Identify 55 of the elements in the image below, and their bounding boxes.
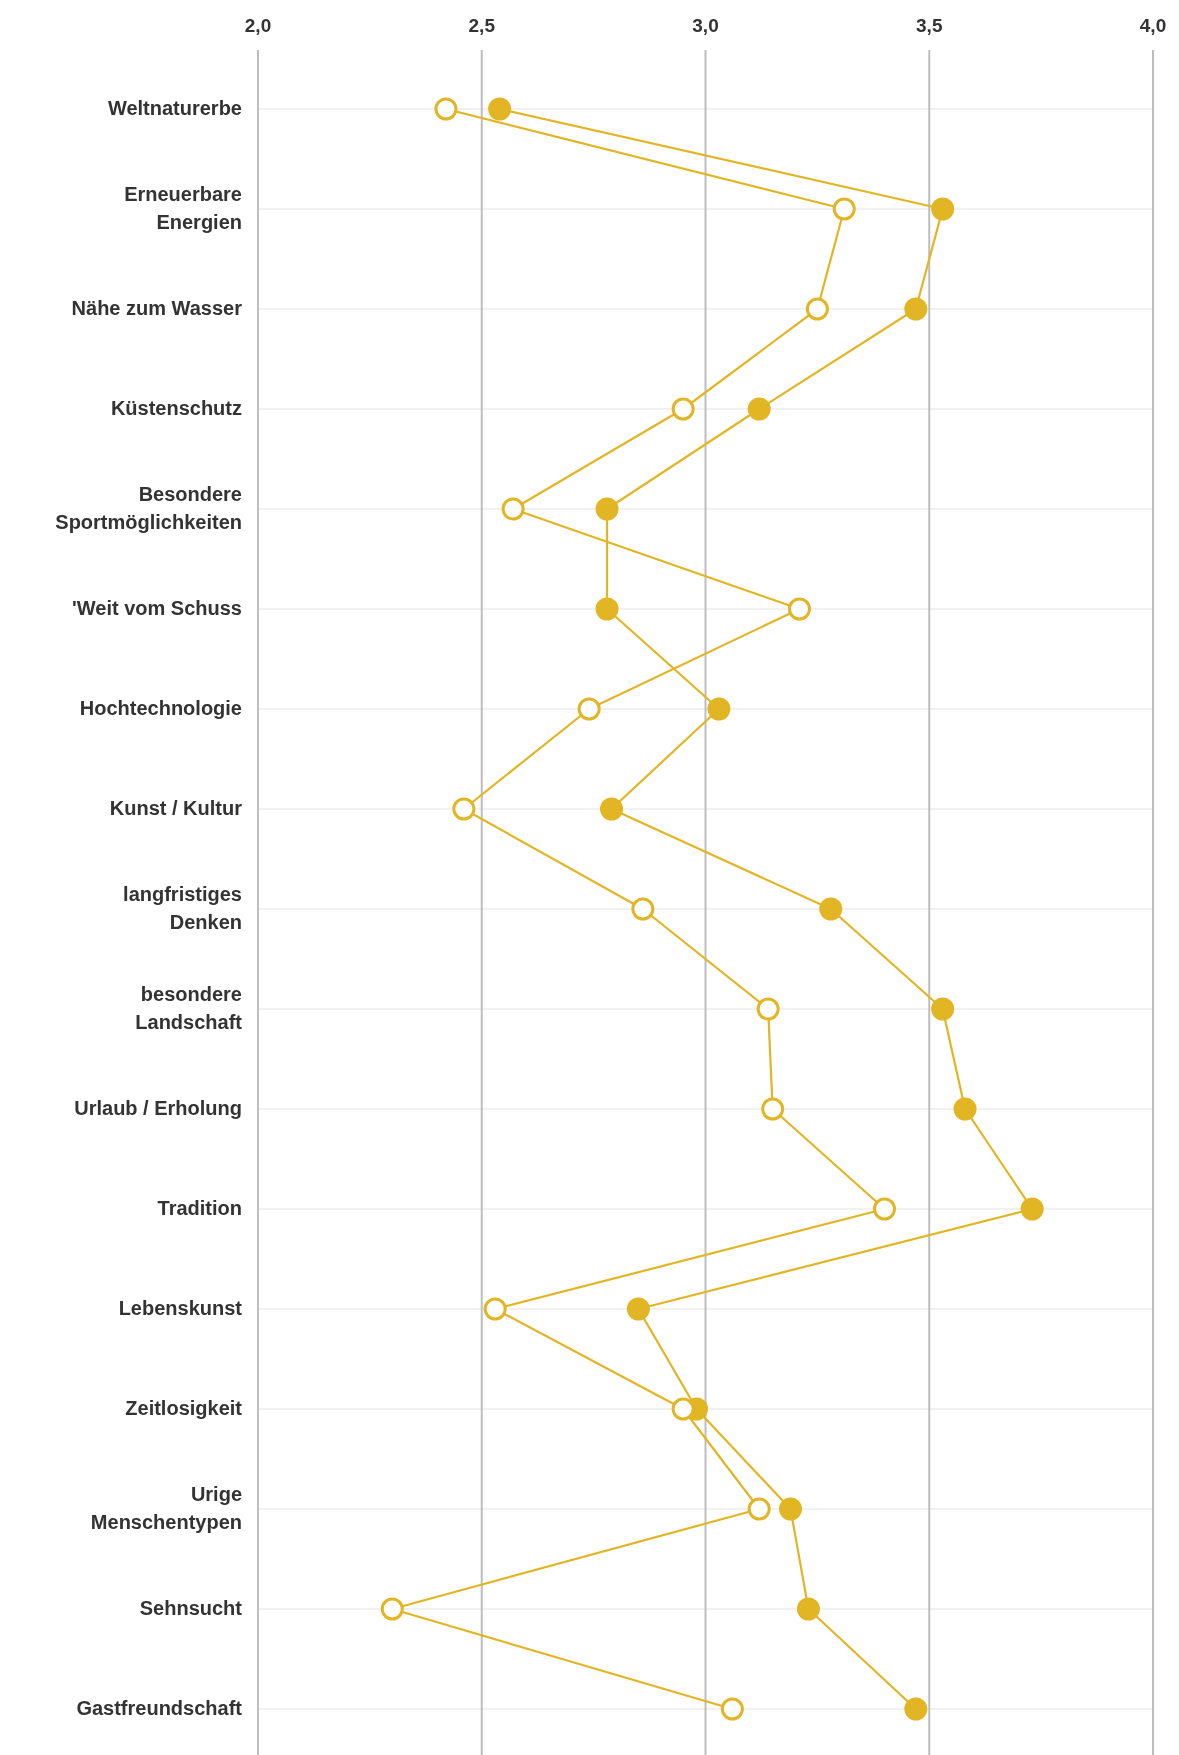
x-tick-label: 2,0 (244, 15, 272, 36)
y-tick-label: Hochtechnologie (79, 697, 242, 719)
y-tick-label: Zeitlosigkeit (125, 1397, 243, 1419)
y-tick-label: Kunst / Kultur (109, 797, 243, 819)
y-tick-label: Gastfreundschaft (76, 1697, 243, 1719)
point (577, 697, 601, 721)
point (796, 1597, 820, 1621)
point (819, 897, 843, 921)
x-tick-label: 3,5 (916, 15, 943, 36)
point (873, 1197, 896, 1221)
x-tick-label: 4,0 (1139, 15, 1167, 36)
y-tick-label: Urlaub / Erholung (74, 1097, 242, 1119)
point (671, 397, 695, 421)
point (707, 697, 731, 721)
point (805, 297, 829, 321)
point (761, 1097, 785, 1121)
point (600, 797, 624, 821)
y-tick-label: Sehnsucht (139, 1597, 243, 1619)
y-tick-label: besondere Landschaft (135, 983, 243, 1033)
point (595, 497, 619, 521)
point (501, 497, 525, 521)
point (953, 1097, 977, 1121)
x-tick-label: 3,0 (692, 15, 719, 36)
point (483, 1297, 507, 1321)
point (452, 797, 476, 821)
point (779, 1497, 803, 1521)
point (671, 1397, 695, 1421)
point (488, 97, 512, 121)
point (904, 1697, 928, 1721)
y-tick-label: Lebenskunst (118, 1297, 243, 1319)
point (434, 97, 458, 121)
point (832, 197, 856, 221)
point (756, 997, 780, 1021)
y-tick-label: Erneuerbare Energien (124, 183, 242, 233)
point (1020, 1197, 1044, 1221)
point (747, 397, 771, 421)
point (720, 1697, 744, 1721)
point (787, 597, 811, 621)
y-tick-label: 'Weit vom Schuss (72, 597, 242, 619)
point (931, 197, 955, 221)
point (595, 597, 619, 621)
point (380, 1597, 404, 1621)
y-tick-label: Urige Menschentypen (90, 1483, 242, 1533)
y-tick-label: Küstenschutz (110, 397, 242, 419)
y-tick-label: Nähe zum Wasser (71, 297, 243, 319)
point (626, 1297, 650, 1321)
y-tick-label: langfristiges Denken (123, 883, 242, 933)
y-tick-label: Weltnaturerbe (107, 97, 242, 119)
x-tick-label: 2,5 (468, 15, 496, 36)
point (904, 297, 928, 321)
y-tick-label: Tradition (157, 1197, 242, 1219)
point (747, 1497, 771, 1521)
point (931, 997, 955, 1021)
point (631, 897, 655, 921)
y-tick-label: Besondere Sportmöglichkeiten (55, 483, 242, 533)
